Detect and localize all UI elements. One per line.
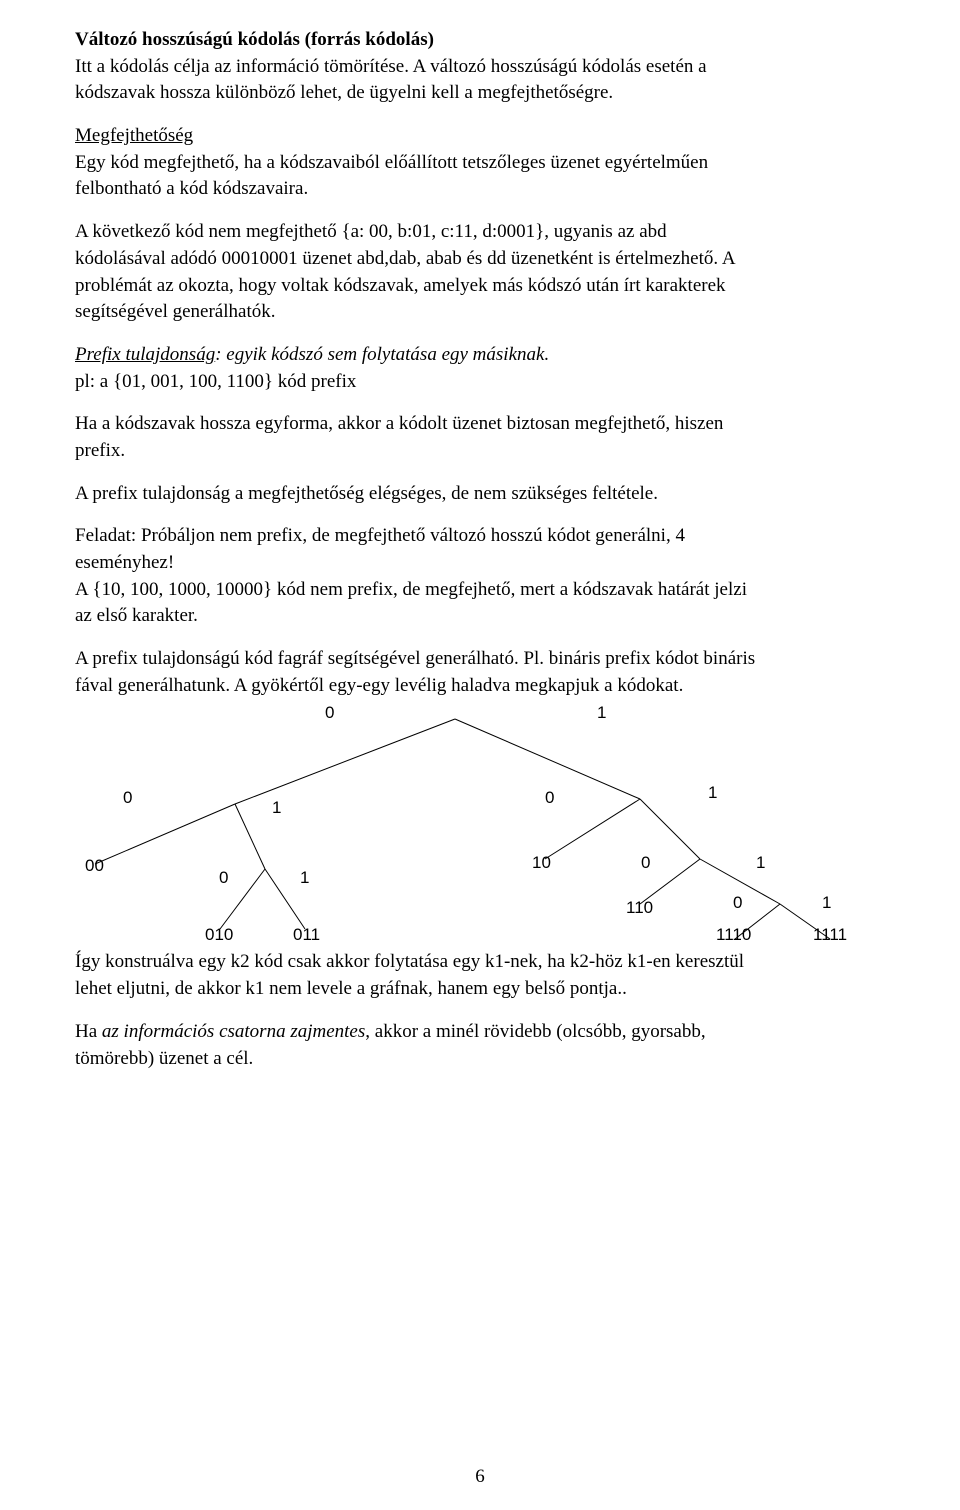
paragraph-task-line3: A {10, 100, 1000, 10000} kód nem prefix,… xyxy=(75,578,885,603)
paragraph-task-line1: Feladat: Próbáljon nem prefix, de megfej… xyxy=(75,524,885,549)
section-heading-megfejthetoseg: Megfejthetőség xyxy=(75,124,885,149)
paragraph-intro-line1: Itt a kódolás célja az információ tömörí… xyxy=(75,55,885,80)
paragraph-task-line2: eseményhez! xyxy=(75,551,885,576)
paragraph-construction-line1: Így konstruálva egy k2 kód csak akkor fo… xyxy=(75,950,885,975)
paragraph-example-line2: kódolásával adódó 00010001 üzenet abd,da… xyxy=(75,247,885,272)
edge-label-LR-left: 0 xyxy=(219,869,228,886)
edge-label-root-right: 1 xyxy=(597,704,606,721)
edge-label-RRR-left: 0 xyxy=(733,894,742,911)
page-number: 6 xyxy=(0,1465,960,1490)
tree-svg xyxy=(75,704,885,944)
leaf-10: 10 xyxy=(532,854,551,871)
page-title: Változó hosszúságú kódolás (forrás kódol… xyxy=(75,28,885,53)
paragraph-prefix-example: pl: a {01, 001, 100, 1100} kód prefix xyxy=(75,370,885,395)
paragraph-example-line3: problémát az okozta, hogy voltak kódszav… xyxy=(75,274,885,299)
paragraph-task-line4: az első karakter. xyxy=(75,604,885,629)
paragraph-equal-length-line2: prefix. xyxy=(75,439,885,464)
heading-underline: Megfejthetőség xyxy=(75,125,193,146)
paragraph-example-line1: A következő kód nem megfejthető {a: 00, … xyxy=(75,220,885,245)
leaf-110: 110 xyxy=(626,899,653,916)
prefix-tree-diagram: 0 1 0 1 0 1 0 1 0 1 0 1 00 010 011 10 11… xyxy=(75,704,885,944)
document-page: Változó hosszúságú kódolás (forrás kódol… xyxy=(0,0,960,1510)
edge-label-R-right: 1 xyxy=(708,784,717,801)
noiseless-post: , akkor a minél rövidebb (olcsóbb, gyors… xyxy=(365,1021,705,1042)
edge-label-RR-left: 0 xyxy=(641,854,650,871)
paragraph-intro-line2: kódszavak hossza különböző lehet, de ügy… xyxy=(75,81,885,106)
noiseless-italic: az információs csatorna zajmentes xyxy=(102,1021,365,1042)
leaf-1110: 1110 xyxy=(716,926,751,943)
paragraph-construction-line2: lehet eljutni, de akkor k1 nem levele a … xyxy=(75,977,885,1002)
prefix-heading: Prefix tulajdonság xyxy=(75,344,215,365)
paragraph-noiseless-line1: Ha az információs csatorna zajmentes, ak… xyxy=(75,1020,885,1045)
paragraph-example-line4: segítségével generálhatók. xyxy=(75,300,885,325)
paragraph-tree-intro-line2: fával generálhatunk. A gyökértől egy-egy… xyxy=(75,674,885,699)
paragraph-def-line1: Egy kód megfejthető, ha a kódszavaiból e… xyxy=(75,151,885,176)
paragraph-prefix-line1: Prefix tulajdonság: egyik kódszó sem fol… xyxy=(75,343,885,368)
prefix-rest: : egyik kódszó sem folytatása egy másikn… xyxy=(215,344,549,365)
edge-label-R-left: 0 xyxy=(545,789,554,806)
leaf-011: 011 xyxy=(293,926,320,943)
edge-label-L-right: 1 xyxy=(272,799,281,816)
paragraph-noiseless-line2: tömörebb) üzenet a cél. xyxy=(75,1047,885,1072)
edge-label-root-left: 0 xyxy=(325,704,334,721)
paragraph-sufficient: A prefix tulajdonság a megfejthetőség el… xyxy=(75,482,885,507)
leaf-1111: 1111 xyxy=(813,926,847,943)
edge-label-RRR-right: 1 xyxy=(822,894,831,911)
paragraph-equal-length-line1: Ha a kódszavak hossza egyforma, akkor a … xyxy=(75,412,885,437)
paragraph-def-line2: felbontható a kód kódszavaira. xyxy=(75,177,885,202)
paragraph-tree-intro-line1: A prefix tulajdonságú kód fagráf segítsé… xyxy=(75,647,885,672)
leaf-010: 010 xyxy=(205,926,233,943)
noiseless-pre: Ha xyxy=(75,1021,102,1042)
leaf-00: 00 xyxy=(85,857,104,874)
edge-label-RR-right: 1 xyxy=(756,854,765,871)
edge-label-L-left: 0 xyxy=(123,789,132,806)
edge-label-LR-right: 1 xyxy=(300,869,309,886)
